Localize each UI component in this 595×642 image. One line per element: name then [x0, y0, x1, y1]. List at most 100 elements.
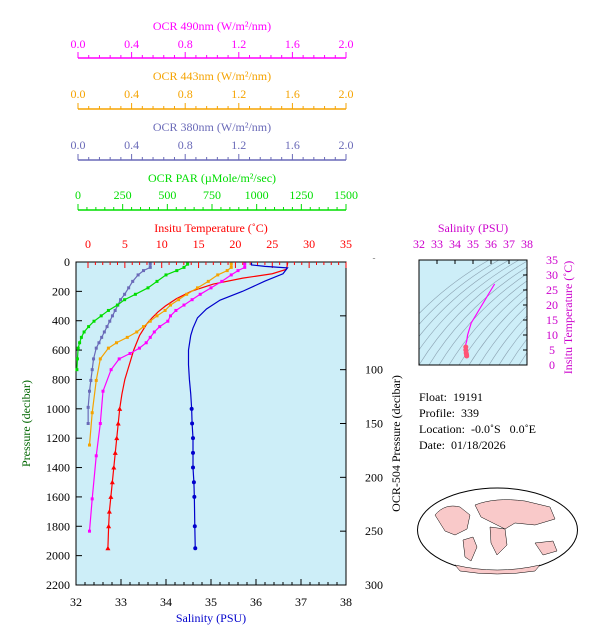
- inset-y-title: Insitu Temperature (˚C): [561, 261, 575, 375]
- ocr380-point: [86, 422, 90, 425]
- pressure-tick-label: 200: [52, 284, 70, 298]
- ocr443-tick-label: 0.8: [178, 87, 193, 101]
- ocr380-axis-title: OCR 380nm (W/m²/nm): [153, 120, 271, 134]
- ocr443-point: [90, 411, 94, 415]
- par-point: [79, 335, 83, 339]
- temperature-series-line: [107, 262, 289, 549]
- ocr490-point: [182, 303, 186, 307]
- ocr380-point: [131, 279, 135, 283]
- ocr490-point: [169, 314, 172, 318]
- ocr380-point: [148, 265, 152, 269]
- ocr380-point: [142, 269, 145, 273]
- inset-x-tick-label: 35: [467, 237, 479, 251]
- ocr443-point: [169, 303, 172, 307]
- ocr490-point: [243, 265, 247, 269]
- salinity-point: [191, 436, 195, 441]
- inset-y-tick-label: 25: [546, 283, 558, 297]
- ocr380-tick-label: 1.2: [231, 138, 246, 152]
- ocr443-point: [155, 314, 159, 318]
- par-point: [87, 325, 91, 329]
- ocr380-point: [148, 262, 152, 266]
- ocr443-point: [216, 273, 220, 277]
- pressure-tick-label: 1200: [46, 431, 70, 445]
- par-point: [123, 298, 127, 302]
- ocr490-tick-label: 1.2: [231, 37, 246, 51]
- profile-number: Profile: 339: [419, 406, 479, 420]
- ocr490-axis-title: OCR 490nm (W/m²/nm): [153, 19, 271, 33]
- inset-y-tick-label: 5: [549, 343, 555, 357]
- salinity-point: [191, 480, 196, 485]
- ocr443-axis-title: OCR 443nm (W/m²/nm): [153, 69, 271, 83]
- ocr-pressure-tick-label: 250: [365, 524, 383, 538]
- par-tick-label: 1250: [289, 188, 313, 202]
- par-point: [164, 273, 168, 277]
- inset-x-title: Salinity (PSU): [438, 221, 508, 235]
- temperature-point: [108, 494, 114, 499]
- ocr490-point: [90, 497, 94, 501]
- density-isoline: [418, 259, 530, 366]
- ocr443-point: [206, 279, 210, 283]
- temperature-tick-label: 30: [303, 237, 315, 251]
- ocr490-point: [109, 368, 113, 372]
- par-point: [75, 368, 79, 372]
- ocr490-point: [88, 529, 91, 533]
- ts-deep-point: [464, 353, 470, 359]
- ocr490-point: [94, 454, 98, 458]
- temperature-tick-label: 10: [156, 237, 168, 251]
- salinity-tick-label: 36: [250, 595, 262, 609]
- ocr443-point: [185, 292, 189, 296]
- salinity-point: [191, 450, 195, 455]
- ocr443-point: [229, 262, 233, 266]
- inset-x-tick-label: 36: [485, 237, 497, 251]
- salinity-tick-label: 35: [205, 595, 217, 609]
- salinity-axis-title: Salinity (PSU): [176, 611, 246, 625]
- par-point: [133, 292, 137, 296]
- ocr490-tick-label: 2.0: [339, 37, 354, 51]
- ocr380-point: [127, 286, 131, 290]
- ocr380-tick-label: 1.6: [285, 138, 300, 152]
- inset-x-tick-label: 38: [521, 237, 533, 251]
- inset-y-tick-label: 30: [546, 268, 558, 282]
- ocr490-point: [117, 357, 121, 361]
- ocr-pressure-axis-title: OCR-504 Pressure (decibar): [389, 375, 403, 512]
- par-point: [115, 303, 119, 307]
- ocr380-point: [100, 335, 104, 339]
- ocr380-tick-label: 0.8: [178, 138, 193, 152]
- ocr380-point: [97, 341, 101, 345]
- ocr490-tick-label: 0.0: [71, 37, 86, 51]
- temperature-point: [112, 450, 118, 455]
- ocr443-point: [88, 443, 91, 447]
- ocr443-point: [229, 265, 233, 269]
- par-point: [76, 346, 80, 350]
- ocr490-tick-label: 0.4: [124, 37, 139, 51]
- world-map-icon: [417, 487, 578, 575]
- par-point: [82, 330, 86, 334]
- ocr490-point: [190, 298, 194, 302]
- inset-x-tick-label: 34: [449, 237, 461, 251]
- temperature-tick-label: 25: [266, 237, 278, 251]
- ocr490-point: [152, 330, 156, 334]
- pressure-tick-label: 1800: [46, 519, 70, 533]
- ocr443-point: [163, 308, 167, 312]
- par-point: [175, 269, 179, 273]
- ocr443-point: [177, 298, 181, 302]
- ocr380-point: [136, 273, 140, 277]
- par-point: [92, 319, 96, 323]
- salinity-point: [189, 406, 194, 411]
- inset-y-tick-label: 10: [546, 328, 558, 342]
- ocr380-tick-label: 0.0: [71, 138, 86, 152]
- pressure-tick-label: 2000: [46, 549, 70, 563]
- main-plot-area: [75, 261, 347, 586]
- temperature-tick-label: 5: [122, 237, 128, 251]
- temperature-tick-label: 35: [340, 237, 352, 251]
- ocr443-point: [98, 357, 102, 361]
- temperature-point: [114, 435, 120, 441]
- inset-mask: [359, 259, 419, 366]
- par-point: [99, 314, 103, 318]
- salinity-tick-label: 37: [295, 595, 307, 609]
- ocr490-point: [166, 319, 170, 323]
- temperature-point: [106, 523, 112, 529]
- ocr380-point: [86, 405, 90, 409]
- temperature-point: [117, 406, 123, 411]
- par-point: [186, 262, 190, 266]
